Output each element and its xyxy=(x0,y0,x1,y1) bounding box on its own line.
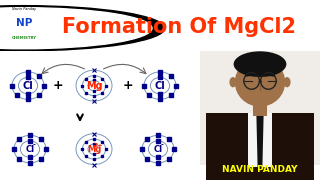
Text: NAVIN PANDAY: NAVIN PANDAY xyxy=(222,165,298,174)
Text: NP: NP xyxy=(16,18,32,28)
Ellipse shape xyxy=(235,58,285,107)
Text: Mg: Mg xyxy=(87,145,101,154)
Text: Cl: Cl xyxy=(25,145,35,154)
Text: +: + xyxy=(53,79,63,92)
FancyBboxPatch shape xyxy=(253,105,267,116)
Ellipse shape xyxy=(234,51,286,77)
Polygon shape xyxy=(265,113,286,131)
Polygon shape xyxy=(256,116,264,167)
FancyBboxPatch shape xyxy=(200,51,320,165)
Text: Cl: Cl xyxy=(23,81,33,91)
Ellipse shape xyxy=(284,77,291,87)
FancyBboxPatch shape xyxy=(206,113,314,180)
Polygon shape xyxy=(234,113,255,131)
Text: Cl: Cl xyxy=(155,81,165,91)
Text: -: - xyxy=(160,142,163,148)
Text: Cl: Cl xyxy=(153,145,163,154)
Text: Formation Of MgCl2: Formation Of MgCl2 xyxy=(62,17,296,37)
Text: Mg: Mg xyxy=(86,81,102,91)
Text: CHEMISTRY: CHEMISTRY xyxy=(12,37,36,40)
Ellipse shape xyxy=(229,77,236,87)
Circle shape xyxy=(0,6,165,51)
Text: +: + xyxy=(123,79,133,92)
FancyBboxPatch shape xyxy=(248,113,272,167)
Text: Navin Panday: Navin Panday xyxy=(12,7,36,11)
Text: -: - xyxy=(32,142,35,148)
Text: 2+: 2+ xyxy=(93,143,103,148)
Circle shape xyxy=(0,8,152,49)
